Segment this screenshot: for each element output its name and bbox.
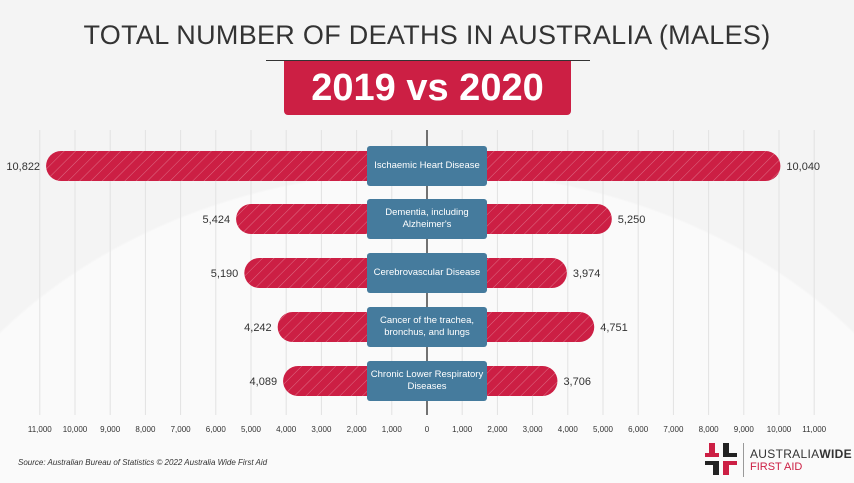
x-tick-label: 1,000 [382,425,403,434]
data-label-left: 5,190 [211,268,239,280]
bar-left [46,151,427,181]
data-label-left: 10,822 [6,161,40,173]
category-label: Cancer of the trachea, bronchus, and lun… [380,315,474,338]
category-label-container: Cerebrovascular Disease [373,267,481,278]
category-label-box [367,361,487,401]
source-note: Source: Australian Bureau of Statistics … [18,458,268,467]
x-tick-label: 3,000 [311,425,332,434]
x-tick-label: 8,000 [699,425,720,434]
x-tick-label: 10,000 [767,425,792,434]
category-label-box [367,307,487,347]
data-label-right: 3,706 [563,376,591,388]
x-tick-label: 7,000 [663,425,684,434]
category-label-box [367,146,487,186]
category-label-box [367,253,487,293]
australia-wide-first-aid-logo: AUSTRALIAWIDE FIRST AID [705,443,852,477]
data-label-right: 10,040 [786,161,820,173]
x-tick-label: 6,000 [628,425,649,434]
x-tick-label: 5,000 [593,425,614,434]
x-tick-label: 11,000 [802,425,826,434]
bar-right [427,151,781,181]
x-tick-label: 5,000 [241,425,262,434]
data-label-left: 5,424 [203,214,231,226]
category-label: Dementia, including Alzheimer's [385,207,469,230]
x-tick-label: 7,000 [171,425,192,434]
data-label-left: 4,242 [244,322,272,334]
chart-title: TOTAL NUMBER OF DEATHS IN AUSTRALIA (MAL… [83,20,771,50]
x-tick-label: 9,000 [100,425,121,434]
x-tick-label: 9,000 [734,425,755,434]
logo-subtext: FIRST AID [750,461,803,473]
logo-divider [743,443,744,477]
category-label: Chronic Lower Respiratory Diseases [370,369,484,392]
title-divider [266,60,590,61]
category-label-container: Ischaemic Heart Disease [374,160,480,171]
x-tick-label: 11,000 [28,425,52,434]
category-label-container: Chronic Lower Respiratory Diseases [370,369,484,392]
x-tick-label: 3,000 [523,425,544,434]
category-label-box [367,199,487,239]
logo-text: AUSTRALIAWIDE [750,447,852,461]
category-label-container: Dementia, including Alzheimer's [385,207,469,230]
subtitle-badge: 2019 vs 2020 [284,61,571,115]
data-label-left: 4,089 [250,376,278,388]
x-tick-label: 1,000 [452,425,473,434]
x-tick-label: 10,000 [63,425,88,434]
category-label-container: Cancer of the trachea, bronchus, and lun… [380,315,474,338]
x-tick-label: 0 [425,425,430,434]
first-aid-cross-icon [705,443,737,475]
x-tick-label: 6,000 [206,425,227,434]
data-label-right: 5,250 [618,214,646,226]
x-tick-label: 8,000 [135,425,156,434]
category-label: Ischaemic Heart Disease [374,160,480,171]
category-label: Cerebrovascular Disease [373,267,481,278]
x-tick-label: 4,000 [276,425,297,434]
x-tick-label: 2,000 [347,425,368,434]
x-tick-label: 2,000 [487,425,508,434]
data-label-right: 4,751 [600,322,628,334]
x-tick-label: 4,000 [558,425,579,434]
data-label-right: 3,974 [573,268,601,280]
